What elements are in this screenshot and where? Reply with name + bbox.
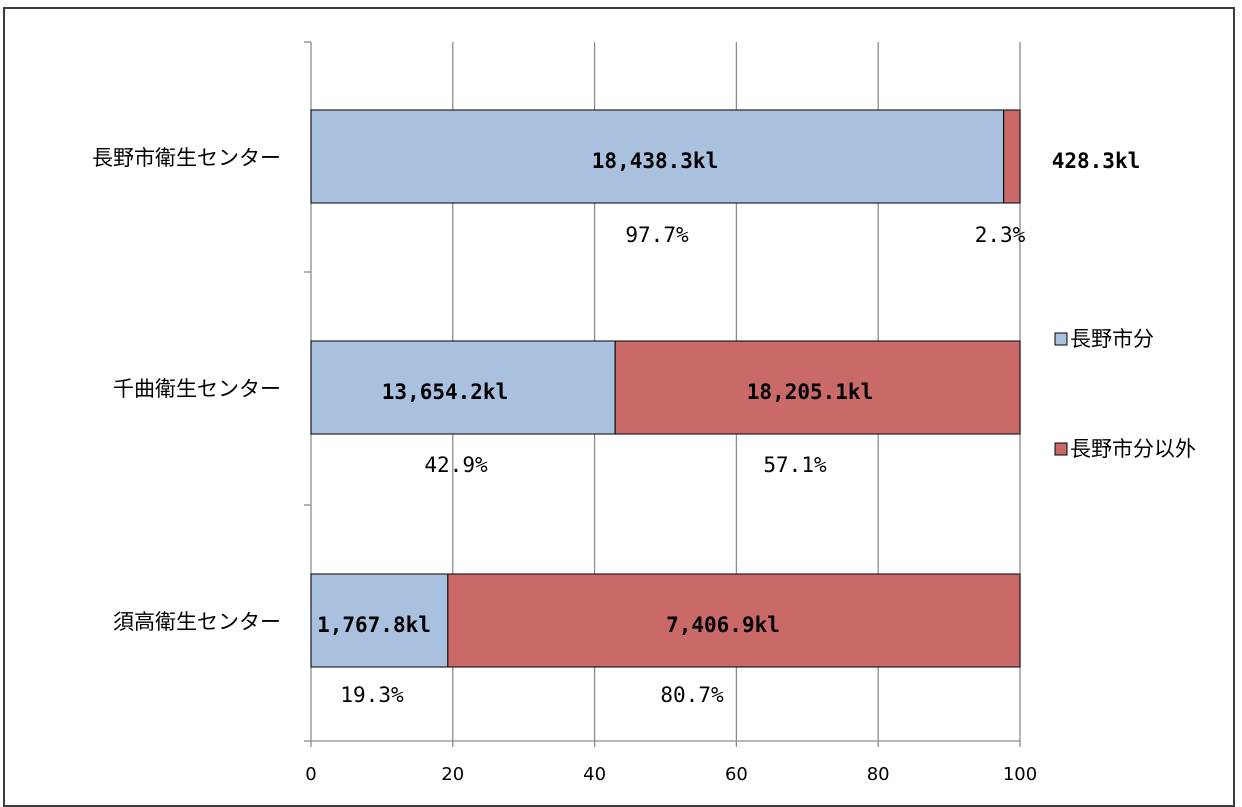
bar-segment — [310, 573, 449, 668]
x-tick-label-0: 0 — [305, 764, 316, 785]
bar-value-label: 7,406.9kl — [666, 613, 780, 637]
bar-value-label: 18,438.3kl — [592, 149, 718, 173]
bar-segment — [447, 573, 1021, 668]
bars — [310, 109, 1021, 668]
category-label: 長野市衛生センター — [92, 146, 281, 170]
bar-segment — [1003, 109, 1021, 204]
bar-percent-label: 57.1% — [763, 453, 827, 477]
bar-percent-label: 80.7% — [660, 683, 724, 707]
bar-percent-label: 97.7% — [625, 223, 689, 247]
bar-percent-label: 42.9% — [424, 453, 488, 477]
x-tick-label-60: 60 — [725, 764, 748, 785]
category-label: 千曲衛生センター — [113, 377, 281, 401]
legend-label: 長野市分以外 — [1070, 437, 1196, 461]
legend-swatch — [1054, 332, 1068, 346]
bar-percent-label: 2.3% — [975, 223, 1026, 247]
x-tick-label-20: 20 — [441, 764, 464, 785]
category-label: 須高衛生センター — [113, 610, 281, 634]
x-tick-label-80: 80 — [867, 764, 890, 785]
bar-value-label: 13,654.2kl — [382, 380, 508, 404]
legend-swatch — [1054, 442, 1068, 456]
bar-value-label: 428.3kl — [1052, 149, 1141, 173]
bar-segment — [614, 340, 1021, 435]
x-tick-label-40: 40 — [583, 764, 606, 785]
bar-segment — [310, 109, 1005, 204]
bar-segment — [310, 340, 616, 435]
bar-value-label: 18,205.1kl — [747, 380, 873, 404]
legend-label: 長野市分 — [1070, 327, 1154, 351]
bar-value-label: 1,767.8kl — [317, 613, 431, 637]
x-tick-label-100: 100 — [1003, 764, 1037, 785]
bar-percent-label: 19.3% — [340, 683, 404, 707]
